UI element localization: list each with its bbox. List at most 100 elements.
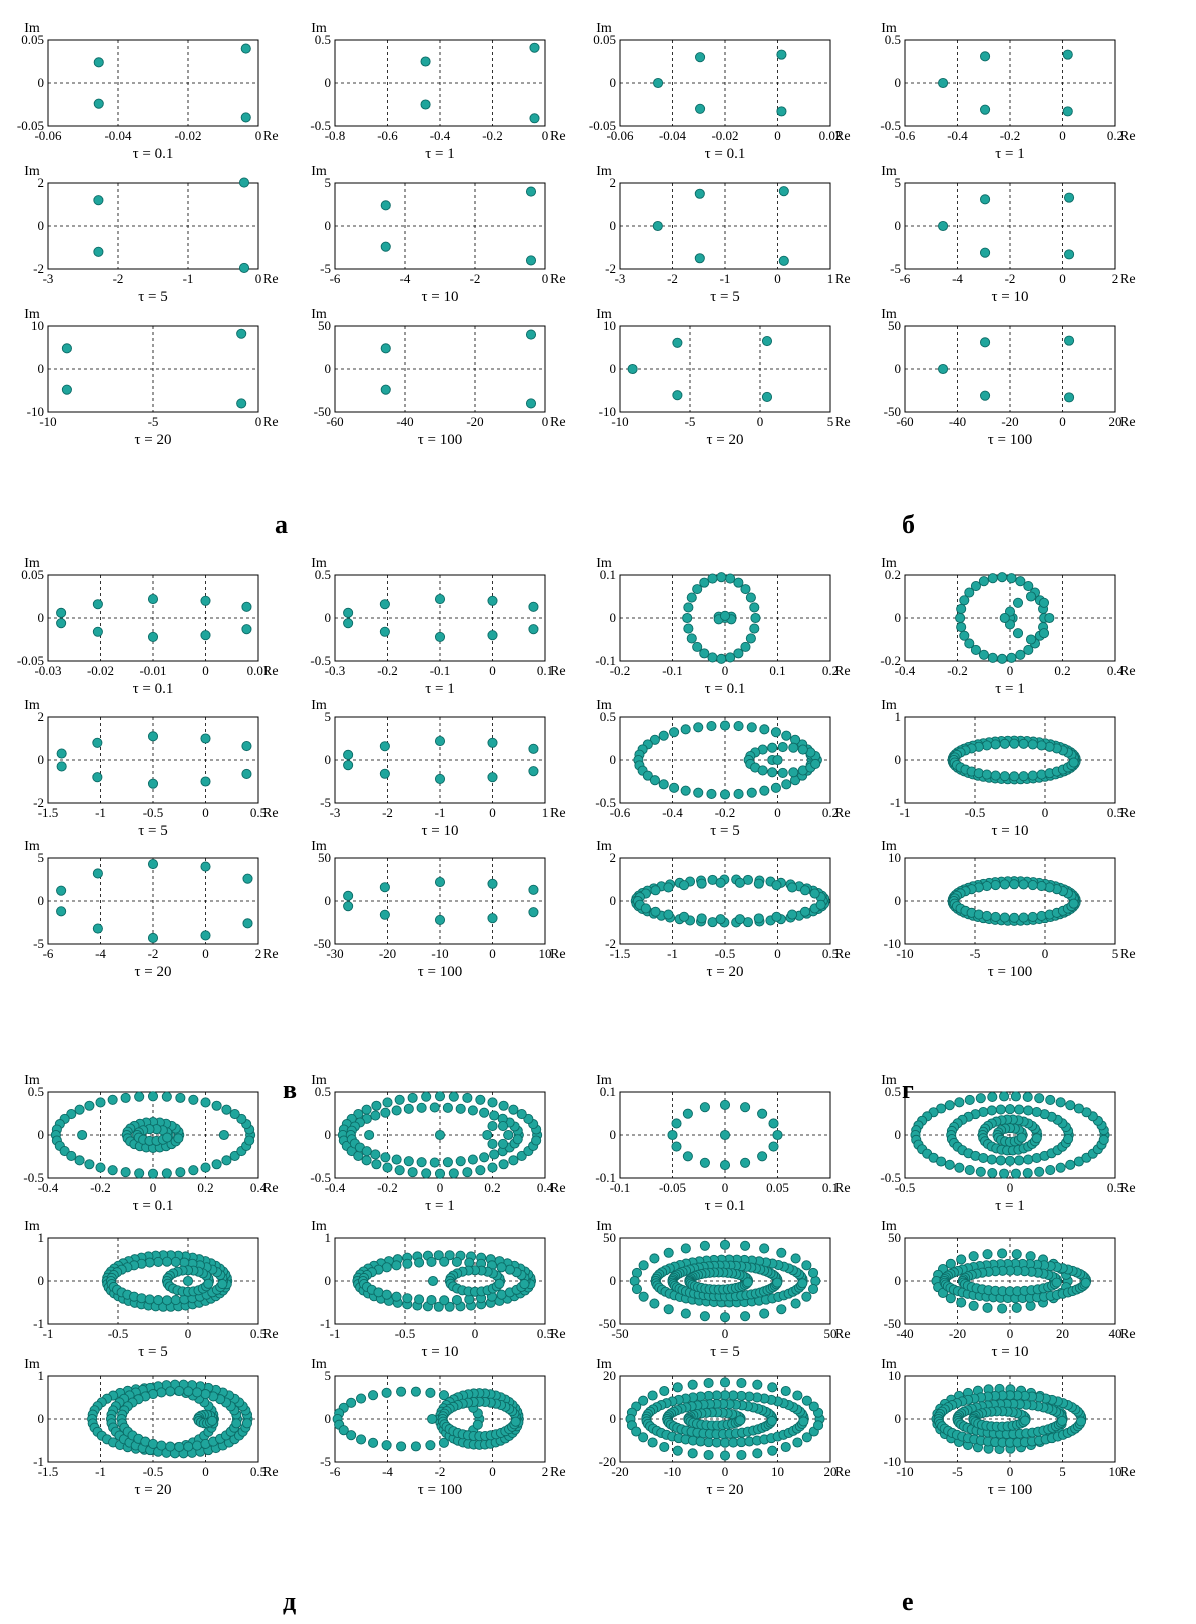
x-tick-label: 0 — [202, 663, 209, 678]
y-axis-label: Im — [596, 839, 612, 854]
x-tick-label: -0.4 — [325, 1180, 346, 1195]
pole-point — [503, 1129, 514, 1141]
pole-point — [381, 1387, 392, 1398]
tau-caption: τ = 20 — [707, 1482, 744, 1498]
x-tick-label: -0.4 — [662, 805, 683, 820]
pole-point — [396, 1441, 407, 1452]
y-tick-label: -10 — [884, 1454, 901, 1469]
tau-caption: τ = 100 — [418, 964, 463, 980]
pole-point — [733, 577, 744, 588]
tau-caption: τ = 1 — [425, 146, 455, 162]
pole-point — [752, 1448, 763, 1459]
y-tick-label: 0 — [325, 75, 332, 90]
pole-point — [407, 1092, 418, 1103]
pole-point — [745, 633, 756, 644]
y-axis-label: Im — [596, 164, 612, 179]
pole-point — [978, 576, 989, 587]
pole-point — [448, 1091, 459, 1102]
pole-point — [997, 1303, 1008, 1314]
pole-point — [1045, 1094, 1056, 1106]
x-tick-label: 0.5 — [537, 1326, 553, 1341]
x-tick-label: -10 — [896, 1464, 913, 1479]
pole-point — [188, 1094, 199, 1105]
y-tick-label: -1 — [33, 1316, 44, 1331]
pole-point — [980, 337, 991, 348]
x-tick-label: -1 — [330, 1326, 341, 1341]
pole-point — [968, 1300, 979, 1311]
pole-point — [1012, 628, 1024, 639]
pole-point — [938, 363, 949, 375]
y-tick-label: -1 — [33, 1454, 44, 1469]
x-axis-label: Re — [550, 1181, 566, 1196]
pole-point — [982, 1249, 993, 1260]
y-tick-label: 50 — [318, 850, 331, 865]
pole-point — [631, 1426, 642, 1437]
pole-point — [346, 1430, 357, 1441]
pole-point — [241, 601, 252, 612]
x-tick-label: -20 — [949, 1326, 966, 1341]
pole-point — [467, 1154, 478, 1165]
pole-point — [671, 1118, 682, 1129]
y-tick-label: -50 — [884, 1316, 901, 1331]
pole-point — [753, 913, 764, 924]
pole-point — [695, 103, 706, 114]
pole-point — [244, 1135, 255, 1146]
y-tick-label: -1 — [320, 1316, 331, 1331]
pole-point — [736, 1377, 747, 1389]
y-tick-label: 0.2 — [885, 567, 901, 582]
pole-point — [508, 1155, 519, 1166]
pole-point — [175, 1167, 186, 1178]
pole-point — [107, 1094, 118, 1105]
pole-point — [719, 1160, 731, 1171]
pole-point — [472, 1419, 483, 1430]
x-tick-label: -4 — [95, 946, 106, 961]
x-axis-label: Re — [263, 1327, 279, 1342]
group-label-e: е — [902, 1587, 914, 1616]
pole-point — [1073, 1103, 1084, 1114]
pole-point — [970, 644, 981, 655]
y-tick-label: 0 — [325, 218, 332, 233]
pole-point — [56, 761, 67, 772]
pole-point — [999, 771, 1010, 782]
pole-point — [170, 1256, 181, 1267]
pole-point — [444, 1301, 455, 1312]
x-tick-label: 0 — [489, 946, 496, 961]
pole-point — [92, 772, 103, 783]
x-tick-label: -2 — [1005, 271, 1016, 286]
pole-point — [1018, 738, 1029, 749]
tau-caption: τ = 10 — [992, 289, 1029, 305]
y-tick-label: 10 — [888, 1368, 901, 1383]
y-axis-label: Im — [881, 307, 897, 322]
y-tick-label: 0.5 — [28, 1084, 44, 1099]
pole-point — [455, 1103, 466, 1114]
x-tick-label: 0.2 — [197, 1180, 213, 1195]
pole-point — [725, 573, 736, 584]
x-tick-label: -0.2 — [947, 663, 968, 678]
pole-point — [964, 587, 975, 598]
y-tick-label: -5 — [33, 936, 44, 951]
pole-point — [528, 907, 539, 918]
y-tick-label: 0.05 — [593, 32, 616, 47]
pole-point — [402, 1258, 413, 1269]
pole-point — [1009, 912, 1020, 923]
pole-point — [761, 335, 773, 347]
pole-point — [792, 1437, 803, 1448]
pole-point — [663, 1304, 674, 1315]
x-axis-label: Re — [1120, 947, 1136, 962]
y-tick-label: 0 — [325, 361, 332, 376]
x-tick-label: -1 — [95, 1464, 106, 1479]
x-tick-label: -0.03 — [34, 663, 61, 678]
pole-point — [414, 1257, 425, 1268]
pole-point — [147, 731, 159, 742]
pole-point — [356, 1393, 367, 1404]
pole-point — [494, 1278, 505, 1289]
tau-caption: τ = 20 — [135, 964, 172, 980]
pole-point — [147, 594, 159, 605]
y-tick-label: 0.1 — [600, 567, 616, 582]
y-tick-label: 0 — [895, 1411, 902, 1426]
pole-point — [343, 618, 354, 629]
pole-point — [627, 363, 638, 375]
pole-point — [1055, 1162, 1066, 1173]
pole-point — [346, 1397, 357, 1408]
